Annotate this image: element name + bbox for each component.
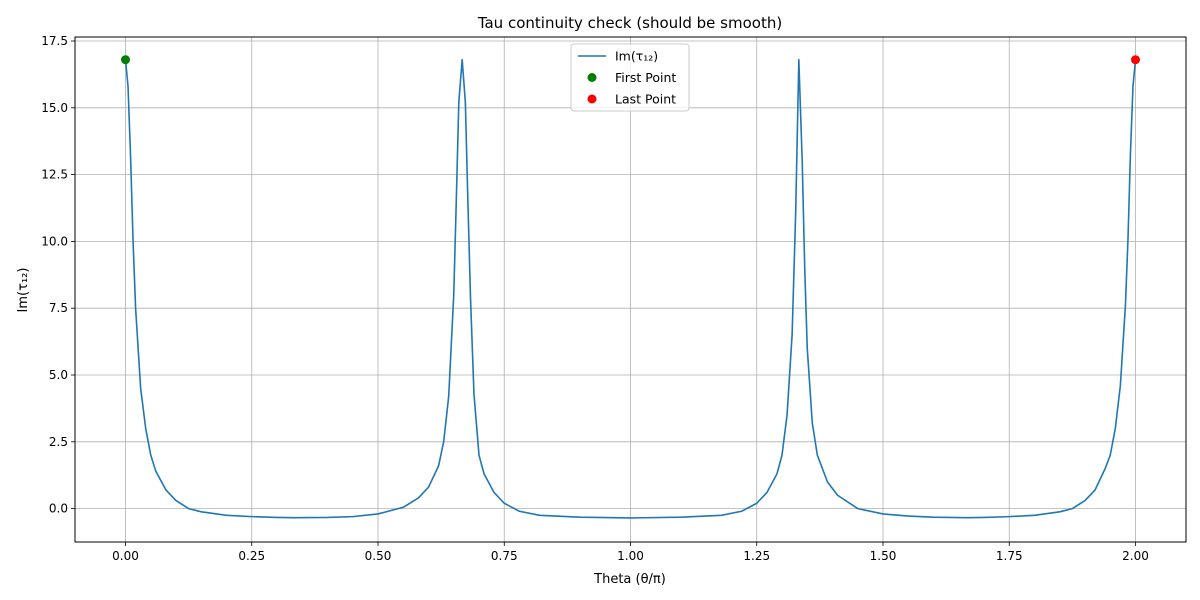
y-tick-label: 2.5 [49, 435, 68, 449]
x-tick-label: 1.25 [743, 549, 770, 563]
x-tick-label: 2.00 [1122, 549, 1149, 563]
y-axis-ticks: 0.0 2.5 5.0 7.5 10.0 12.5 15.0 17.5 [41, 34, 75, 516]
last-point-marker [1131, 55, 1140, 65]
series-line-im-tau12 [124, 58, 1137, 519]
y-tick-label: 7.5 [49, 301, 68, 315]
chart-title: Tau continuity check (should be smooth) [477, 14, 782, 32]
x-axis-ticks: 0.00 0.25 0.50 0.75 1.00 1.25 1.50 1.75 2.00 [112, 542, 1149, 563]
x-tick-label: 1.00 [617, 549, 644, 563]
legend-box [570, 43, 690, 112]
x-tick-label: 0.00 [112, 549, 139, 563]
x-axis-label: Theta (θ/π) [593, 572, 666, 587]
first-point-marker [121, 55, 130, 65]
grid [75, 37, 1186, 542]
legend-label: Last Point [615, 92, 676, 107]
x-tick-label: 0.50 [365, 549, 392, 563]
points-layer [121, 55, 1140, 65]
y-tick-label: 0.0 [49, 502, 68, 516]
legend: Im(τ₁₂) First Point Last Point [570, 43, 690, 112]
x-tick-label: 0.25 [238, 549, 265, 563]
y-tick-label: 5.0 [49, 368, 68, 382]
y-tick-label: 17.5 [41, 34, 68, 48]
legend-marker-swatch [587, 73, 597, 82]
y-axis-label: Im(τ₁₂) [16, 268, 31, 313]
y-tick-label: 10.0 [41, 234, 68, 248]
legend-label: First Point [615, 70, 676, 85]
legend-marker-swatch [587, 94, 597, 104]
y-tick-label: 15.0 [41, 101, 68, 115]
x-tick-label: 1.50 [870, 549, 897, 563]
x-tick-label: 1.75 [996, 549, 1023, 563]
x-tick-label: 0.75 [491, 549, 518, 563]
legend-label: Im(τ₁₂) [615, 49, 658, 64]
y-tick-label: 12.5 [41, 168, 68, 182]
series-layer [124, 58, 1137, 519]
